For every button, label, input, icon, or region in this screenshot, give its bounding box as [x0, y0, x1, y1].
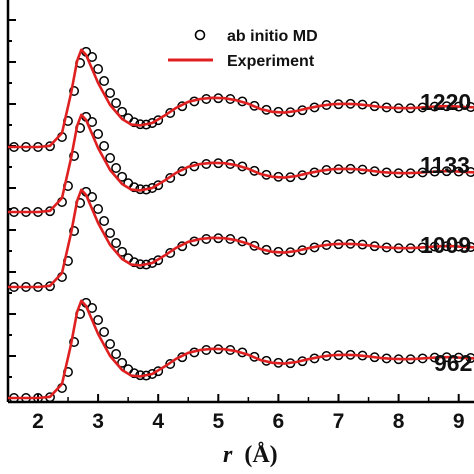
curve-labels: 1220 1133 1009 962 [420, 89, 472, 376]
md-point [165, 108, 176, 118]
md-point [165, 248, 176, 258]
md-point [105, 88, 116, 98]
md-point [105, 228, 116, 238]
legend: ab initio MD Experiment [168, 28, 318, 70]
md-point [99, 327, 110, 337]
x-axis-var: r [223, 442, 233, 468]
x-axis-title: r (Å) [223, 442, 278, 468]
md-point [111, 238, 122, 248]
md-point [129, 117, 140, 128]
legend-md-label: ab initio MD [227, 28, 318, 45]
md-point [69, 226, 80, 236]
curves [7, 46, 474, 403]
md-point [93, 64, 104, 74]
experiment-line-1220 [7, 48, 474, 149]
x-tick-labels: 2 3 4 5 6 7 8 9 [32, 410, 464, 433]
md-point [165, 359, 176, 369]
curve-label-1220: 1220 [420, 89, 471, 115]
md-point [153, 180, 164, 191]
x-tick-label-8: 8 [393, 410, 405, 433]
legend-md-marker [194, 29, 206, 41]
md-point [117, 171, 128, 182]
md-point [117, 106, 128, 117]
legend-experiment-label: Experiment [227, 53, 315, 70]
x-tick-label-6: 6 [273, 410, 285, 433]
md-point [111, 163, 122, 173]
md-point [69, 337, 80, 347]
md-point [93, 315, 104, 325]
md-point [153, 255, 164, 266]
md-point [153, 115, 164, 126]
md-point [99, 141, 110, 151]
x-tick-label-9: 9 [453, 410, 465, 433]
md-point [111, 349, 122, 359]
md-point [105, 339, 116, 349]
md-point [129, 257, 140, 268]
experiment-line-1133 [7, 113, 474, 214]
curve-label-1009: 1009 [420, 232, 471, 258]
md-point [117, 357, 128, 368]
md-point [129, 368, 140, 379]
md-series-962 [9, 297, 474, 403]
md-point [117, 246, 128, 257]
md-point [111, 98, 122, 108]
curve-label-962: 962 [434, 350, 472, 376]
md-point [93, 129, 104, 139]
x-axis-unit: (Å) [244, 442, 277, 468]
x-tick-label-3: 3 [92, 410, 104, 433]
md-point [99, 76, 110, 86]
md-point [69, 86, 80, 96]
x-tick-label-4: 4 [152, 410, 164, 433]
experiment-line-962 [7, 299, 474, 400]
x-tick-label-2: 2 [32, 410, 44, 433]
md-series-1133 [9, 111, 474, 217]
md-point [165, 173, 176, 183]
x-tick-label-7: 7 [333, 410, 345, 433]
md-point [153, 366, 164, 377]
md-point [69, 151, 80, 161]
x-tick-label-5: 5 [212, 410, 224, 433]
md-point [129, 182, 140, 193]
experiment-line-1009 [7, 188, 474, 289]
md-series-1009 [9, 186, 474, 292]
md-point [105, 153, 116, 163]
md-point [99, 216, 110, 226]
curve-label-1133: 1133 [420, 152, 470, 178]
md-point [93, 204, 104, 214]
